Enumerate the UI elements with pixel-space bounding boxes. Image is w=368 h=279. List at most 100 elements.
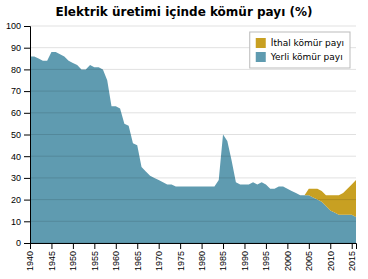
tick: 60 — [11, 108, 30, 118]
tick-label: 2010 — [326, 251, 336, 271]
tick-label: 10 — [11, 217, 21, 227]
legend-box — [250, 32, 350, 68]
tick-mark — [24, 26, 30, 27]
area-series — [30, 52, 356, 243]
grid-line — [30, 26, 356, 27]
chart-svg: Elektrik üretimi içinde kömür payı (%)01… — [0, 0, 368, 279]
tick-mark — [116, 243, 117, 249]
tick-mark — [330, 243, 331, 249]
tick: 1975 — [176, 243, 186, 271]
tick-mark — [180, 243, 181, 249]
tick-label: 30 — [11, 173, 21, 183]
tick: 1990 — [240, 243, 250, 271]
x-axis: 1940 1945 1950 1955 1960 1965 1970 1975 1980 1985… — [25, 243, 357, 271]
tick-mark — [51, 243, 52, 249]
tick-mark — [24, 69, 30, 70]
tick-label: 1990 — [240, 251, 250, 271]
tick-mark — [94, 243, 95, 249]
tick: 1985 — [218, 243, 228, 271]
tick-label: 1980 — [197, 251, 207, 271]
legend-item: Yerli kömür payı — [256, 52, 343, 62]
tick: 30 — [11, 173, 30, 183]
tick: 40 — [11, 152, 30, 162]
tick-label: 80 — [11, 65, 21, 75]
tick-mark — [287, 243, 288, 249]
grid-line — [30, 91, 356, 92]
grid-line — [30, 221, 356, 222]
tick: 1950 — [68, 243, 78, 271]
tick-label: 1940 — [25, 251, 35, 271]
area-series — [30, 52, 356, 217]
chart-title: Elektrik üretimi içinde kömür payı (%) — [56, 5, 313, 19]
grid-line — [30, 134, 356, 135]
legend-label: İthal kömür payı — [271, 38, 344, 48]
tick-label: 1995 — [261, 251, 271, 271]
tick-mark — [24, 48, 30, 49]
tick-label: 100 — [6, 21, 21, 31]
plot-area: 0102030405060708090100194019451950195519… — [6, 21, 357, 271]
tick-mark — [223, 243, 224, 249]
grid-line — [30, 69, 356, 70]
tick: 50 — [11, 130, 30, 140]
tick-mark — [24, 221, 30, 222]
tick-mark — [24, 178, 30, 179]
tick-mark — [266, 243, 267, 249]
grid — [30, 26, 356, 243]
grid-line — [30, 156, 356, 157]
tick-label: 1970 — [154, 251, 164, 271]
tick: 1960 — [111, 243, 121, 271]
grid-line — [30, 177, 356, 178]
tick-mark — [352, 243, 353, 249]
tick: 1980 — [197, 243, 207, 271]
tick-mark — [24, 243, 30, 244]
tick-mark — [24, 135, 30, 136]
tick-label: 1955 — [90, 251, 100, 271]
tick-mark — [244, 243, 245, 249]
tick-label: 2000 — [283, 251, 293, 271]
legend-swatch — [256, 38, 266, 48]
tick-label: 0 — [16, 238, 21, 248]
tick-label: 1945 — [47, 251, 57, 271]
tick-label: 2005 — [304, 251, 314, 271]
tick: 1955 — [90, 243, 100, 271]
tick-mark — [309, 243, 310, 249]
tick: 1940 — [25, 243, 35, 271]
tick: 10 — [11, 217, 30, 227]
tick: 1945 — [47, 243, 57, 271]
tick-label: 70 — [11, 86, 21, 96]
tick: 1970 — [154, 243, 164, 271]
tick-label: 1950 — [68, 251, 78, 271]
tick-label: 40 — [11, 152, 21, 162]
tick-label: 90 — [11, 43, 21, 53]
tick: 0 — [16, 238, 30, 248]
legend: İthal kömür payı Yerli kömür payı — [250, 32, 350, 68]
tick-label: 1975 — [176, 251, 186, 271]
tick-mark — [73, 243, 74, 249]
chart-container: Elektrik üretimi içinde kömür payı (%)01… — [0, 0, 368, 279]
tick: 2010 — [326, 243, 336, 271]
tick-label: 2015 — [347, 251, 357, 271]
tick: 20 — [11, 195, 30, 205]
tick-mark — [30, 243, 31, 249]
grid-line — [30, 112, 356, 113]
tick: 70 — [11, 86, 30, 96]
tick-label: 1960 — [111, 251, 121, 271]
tick-label: 1965 — [133, 251, 143, 271]
tick-mark — [137, 243, 138, 249]
tick: 1965 — [133, 243, 143, 271]
tick-label: 50 — [11, 130, 21, 140]
axis-domain — [24, 27, 31, 244]
grid-line — [30, 199, 356, 200]
tick: 80 — [11, 65, 30, 75]
tick-mark — [24, 156, 30, 157]
tick: 1995 — [261, 243, 271, 271]
y-axis: 0 10 20 30 40 50 60 70 80 90 100 — [6, 21, 31, 248]
legend-label: Yerli kömür payı — [270, 52, 343, 62]
marks — [30, 52, 356, 243]
legend-item: İthal kömür payı — [256, 38, 344, 48]
tick: 2005 — [304, 243, 314, 271]
tick-mark — [24, 200, 30, 201]
tick: 100 — [6, 21, 30, 31]
tick: 2000 — [283, 243, 293, 271]
tick-label: 60 — [11, 108, 21, 118]
